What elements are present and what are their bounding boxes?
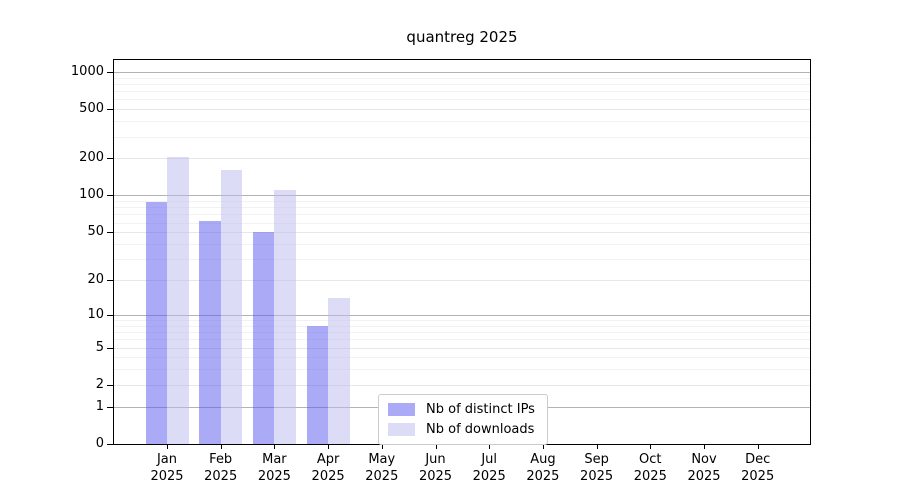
y-tick-label-20: 20 xyxy=(87,272,104,288)
y-tick-mark-10 xyxy=(107,314,113,316)
gridline-y-500 xyxy=(114,109,810,111)
gridline-y-70 xyxy=(114,214,810,216)
gridline-y-200 xyxy=(114,158,810,160)
y-tick-label-100: 100 xyxy=(79,187,104,203)
y-tick-label-5: 5 xyxy=(95,339,104,355)
gridline-y-20 xyxy=(114,280,810,282)
x-tick-mark-aug xyxy=(542,445,544,449)
x-tick-mark-may xyxy=(381,445,383,449)
x-tick-label-jun: Jun 2025 xyxy=(418,452,453,484)
gridline-y-60 xyxy=(114,222,810,224)
x-tick-mark-jul xyxy=(489,445,491,449)
gridline-y-800 xyxy=(114,83,810,85)
x-tick-label-sep: Sep 2025 xyxy=(580,452,614,484)
x-tick-mark-jan xyxy=(167,445,168,449)
y-tick-mark-200 xyxy=(107,158,113,160)
gridline-y-100 xyxy=(114,195,810,197)
x-tick-mark-mar xyxy=(274,445,276,449)
y-tick-label-1: 1 xyxy=(95,398,104,414)
gridline-y-400 xyxy=(114,121,810,123)
bar-feb-distinct-ips xyxy=(199,220,221,444)
x-tick-label-apr: Apr 2025 xyxy=(311,452,345,484)
chart-title: quantreg 2025 xyxy=(406,28,518,46)
gridline-y-900 xyxy=(114,77,810,79)
legend-item-distinct-ips: Nb of distinct IPs xyxy=(388,402,539,417)
bar-apr-distinct-ips xyxy=(306,325,329,444)
y-tick-label-1000: 1000 xyxy=(70,63,104,79)
bar-jan-distinct-ips xyxy=(145,202,167,444)
gridline-y-700 xyxy=(114,91,810,93)
x-tick-label-jul: Jul 2025 xyxy=(472,452,506,484)
gridline-y-8 xyxy=(114,325,810,327)
x-tick-label-may: May 2025 xyxy=(365,452,399,484)
y-tick-label-200: 200 xyxy=(79,150,104,166)
x-tick-mark-dec xyxy=(757,445,759,449)
legend-label-distinct-ips: Nb of distinct IPs xyxy=(426,402,535,417)
gridline-y-600 xyxy=(114,99,810,101)
x-tick-label-nov: Nov 2025 xyxy=(687,452,721,484)
y-tick-label-0: 0 xyxy=(95,436,104,451)
gridline-y-1000 xyxy=(114,71,810,73)
gridline-y-10 xyxy=(114,314,810,316)
x-tick-label-mar: Mar 2025 xyxy=(257,452,291,484)
y-tick-mark-1000 xyxy=(107,71,113,73)
gridline-y-90 xyxy=(114,201,810,203)
y-tick-mark-20 xyxy=(107,280,113,282)
y-tick-label-50: 50 xyxy=(87,224,104,240)
bar-mar-downloads xyxy=(274,190,296,444)
gridline-y-7 xyxy=(114,332,810,334)
bar-jan-downloads xyxy=(167,157,189,444)
y-tick-mark-100 xyxy=(107,195,113,197)
gridline-y-30 xyxy=(114,259,810,261)
legend-item-downloads: Nb of downloads xyxy=(388,422,539,437)
y-tick-label-2: 2 xyxy=(95,376,104,392)
x-tick-label-dec: Dec 2025 xyxy=(741,452,775,484)
y-tick-mark-1 xyxy=(107,406,113,408)
x-tick-label-aug: Aug 2025 xyxy=(526,452,560,484)
plot-area xyxy=(113,59,811,445)
y-tick-mark-2 xyxy=(107,384,113,386)
gridline-y-5 xyxy=(114,347,810,349)
bar-feb-downloads xyxy=(220,169,243,444)
y-tick-label-500: 500 xyxy=(79,101,104,117)
gridline-y-3 xyxy=(114,369,810,371)
legend-swatch-downloads xyxy=(388,423,415,436)
legend-swatch-distinct-ips xyxy=(388,403,415,416)
y-tick-mark-0 xyxy=(107,444,113,445)
gridline-y-2 xyxy=(114,384,810,386)
y-tick-mark-500 xyxy=(107,109,113,111)
x-tick-mark-nov xyxy=(704,445,705,449)
x-tick-mark-oct xyxy=(650,445,652,449)
legend: Nb of distinct IPs Nb of downloads xyxy=(378,394,548,445)
x-tick-label-feb: Feb 2025 xyxy=(204,452,238,484)
x-tick-mark-feb xyxy=(220,445,222,449)
gridline-y-9 xyxy=(114,320,810,321)
gridline-y-50 xyxy=(114,232,810,234)
bar-mar-distinct-ips xyxy=(252,232,275,444)
legend-label-downloads: Nb of downloads xyxy=(426,422,535,437)
gridline-y-80 xyxy=(114,207,810,209)
y-tick-label-10: 10 xyxy=(87,306,104,322)
x-tick-mark-apr xyxy=(328,445,330,449)
x-tick-mark-jun xyxy=(435,445,437,449)
gridline-y-300 xyxy=(114,136,810,138)
gridline-y-4 xyxy=(114,357,810,359)
gridline-y-40 xyxy=(114,244,810,245)
gridline-y-6 xyxy=(114,339,810,341)
y-tick-mark-50 xyxy=(107,232,113,234)
x-tick-label-jan: Jan 2025 xyxy=(150,452,184,484)
x-tick-mark-sep xyxy=(596,445,598,449)
y-tick-mark-5 xyxy=(107,347,113,349)
x-tick-label-oct: Oct 2025 xyxy=(633,452,667,484)
bar-apr-downloads xyxy=(328,298,350,444)
